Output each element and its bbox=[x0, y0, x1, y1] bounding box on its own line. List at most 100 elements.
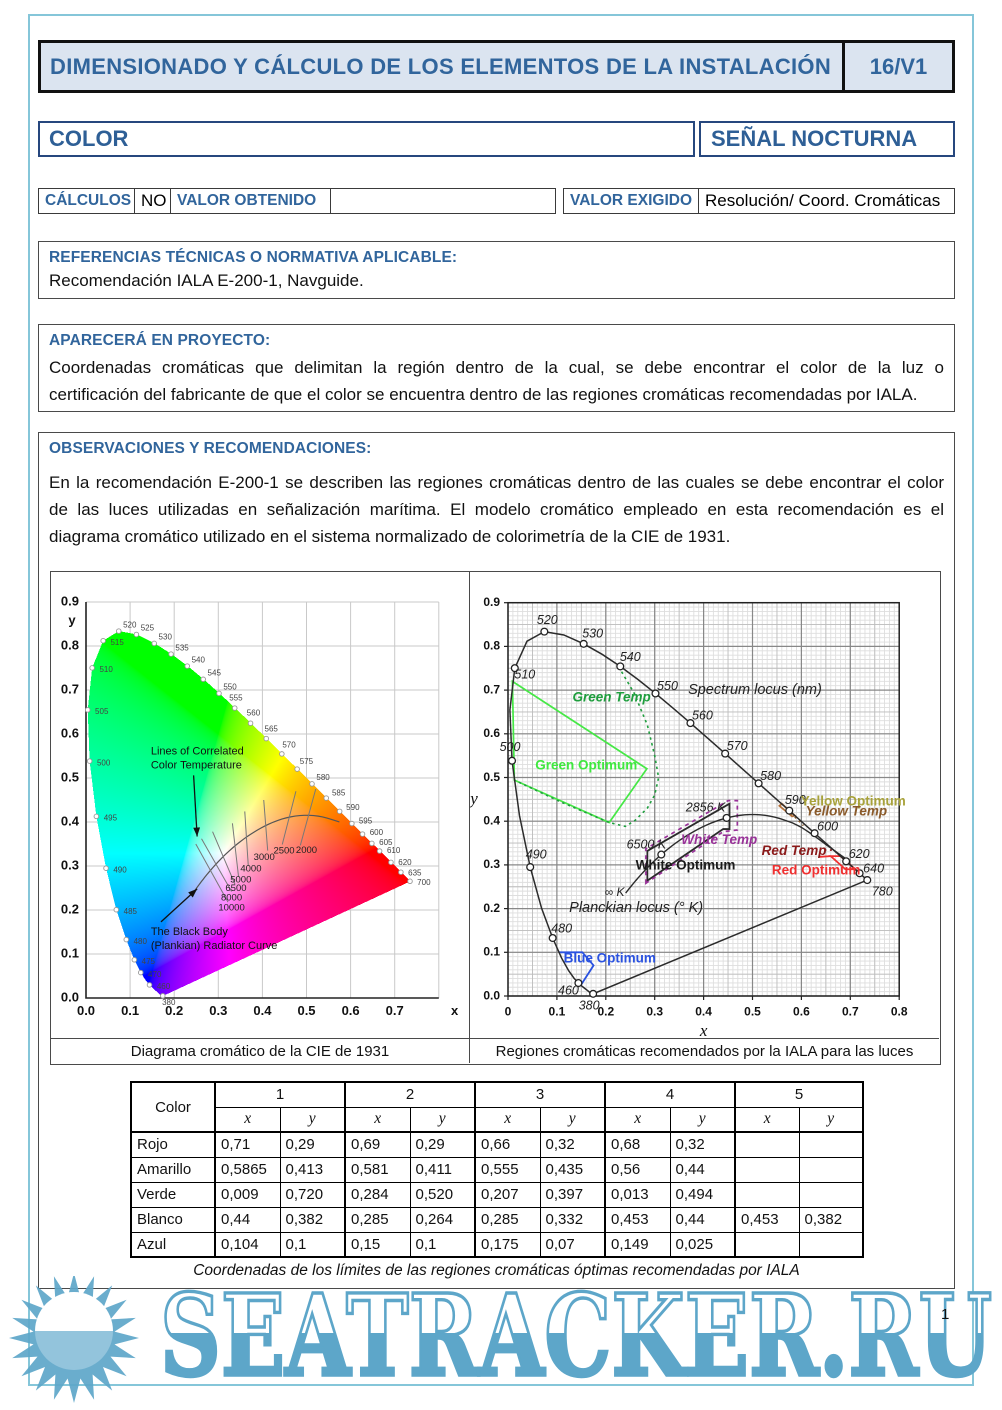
referencias-heading: REFERENCIAS TÉCNICAS O NORMATIVA APLICAB… bbox=[49, 249, 458, 266]
table-sub-header: y bbox=[669, 1106, 736, 1133]
table-cell: 0,382 bbox=[279, 1206, 346, 1233]
table-cell: 0,025 bbox=[669, 1231, 736, 1258]
table-cell: 0,1 bbox=[279, 1231, 346, 1258]
table-cell bbox=[734, 1131, 800, 1158]
table-cell bbox=[798, 1181, 864, 1208]
subheader-senal: SEÑAL NOCTURNA bbox=[699, 121, 955, 157]
figure-captions: Diagrama cromático de la CIE de 1931 Reg… bbox=[51, 1038, 939, 1063]
calc-row: CÁLCULOS NO VALOR OBTENIDO VALOR EXIGIDO… bbox=[38, 188, 955, 214]
table-sub-header: y bbox=[279, 1106, 346, 1133]
table-cell: 0,175 bbox=[474, 1231, 541, 1258]
table-cell: 0,32 bbox=[669, 1131, 736, 1158]
table-cell: 0,69 bbox=[344, 1131, 411, 1158]
section-aparecera: APARECERÁ EN PROYECTO: Coordenadas cromá… bbox=[38, 324, 955, 412]
figure-iala-regions bbox=[469, 572, 940, 1038]
table-cell bbox=[734, 1231, 800, 1258]
paragraph-line: diagrama cromático utilizado en el siste… bbox=[49, 527, 731, 546]
page-title: DIMENSIONADO Y CÁLCULO DE LOS ELEMENTOS … bbox=[50, 53, 832, 79]
table-cell: 0,555 bbox=[474, 1156, 541, 1183]
observaciones-body: En la recomendación E-200-1 se describen… bbox=[49, 469, 944, 550]
header-code: 16/V1 bbox=[842, 43, 952, 90]
table-cell: 0,453 bbox=[734, 1206, 800, 1233]
table-cell: 0,5865 bbox=[214, 1156, 281, 1183]
calculos-label: CÁLCULOS bbox=[45, 192, 132, 209]
table-cell bbox=[734, 1181, 800, 1208]
table-sub-header: y bbox=[798, 1106, 864, 1133]
paragraph-line: certificación del fabricante de que el c… bbox=[49, 385, 918, 404]
figure-caption-left: Diagrama cromático de la CIE de 1931 bbox=[130, 1042, 390, 1060]
document-header: DIMENSIONADO Y CÁLCULO DE LOS ELEMENTOS … bbox=[38, 40, 955, 93]
page-border bbox=[28, 14, 974, 1386]
valor-obtenido-value bbox=[330, 189, 555, 213]
table-cell: 0,1 bbox=[409, 1231, 476, 1258]
table-group-header: 4 bbox=[604, 1081, 736, 1108]
table-row: Rojo 0,71 0,29 0,69 0,29 0,66 0,32 0,68 0,32 bbox=[130, 1131, 864, 1158]
table-row: Verde 0,009 0,720 0,284 0,520 0,207 0,397 0,013… bbox=[130, 1181, 864, 1208]
observaciones-heading: OBSERVACIONES Y RECOMENDACIONES: bbox=[49, 440, 372, 457]
calc-group-right: VALOR EXIGIDO Resolución/ Coord. Cromáti… bbox=[563, 188, 955, 214]
table-sub-header: x bbox=[214, 1106, 281, 1133]
table-row-color: Rojo bbox=[130, 1131, 216, 1158]
valor-obtenido-label: VALOR OBTENIDO bbox=[170, 189, 330, 213]
table-caption: Coordenadas de los límites de las region… bbox=[193, 1262, 800, 1279]
table-cell: 0,207 bbox=[474, 1181, 541, 1208]
table-group-header: 5 bbox=[734, 1081, 864, 1108]
table-cell: 0,494 bbox=[669, 1181, 736, 1208]
table-sub-header: y bbox=[539, 1106, 606, 1133]
paragraph-line: En la recomendación E-200-1 se describen… bbox=[49, 473, 944, 492]
table-row-color: Verde bbox=[130, 1181, 216, 1208]
coordinates-table: Color 1 2 3 4 5 x y x y x y x y x y Rojo 0,71 0,29 0,69 0,2… bbox=[130, 1081, 864, 1258]
table-cell: 0,453 bbox=[604, 1206, 671, 1233]
table-row: Blanco 0,44 0,382 0,285 0,264 0,285 0,332 0,453… bbox=[130, 1206, 864, 1233]
section-referencias: REFERENCIAS TÉCNICAS O NORMATIVA APLICAB… bbox=[38, 241, 955, 299]
table-sub-header: x bbox=[474, 1106, 541, 1133]
table-row-color: Amarillo bbox=[130, 1156, 216, 1183]
table-cell: 0,720 bbox=[279, 1181, 346, 1208]
table-cell: 0,07 bbox=[539, 1231, 606, 1258]
table-cell: 0,56 bbox=[604, 1156, 671, 1183]
figures-panel: Diagrama cromático de la CIE de 1931 Reg… bbox=[50, 571, 941, 1065]
table-cell: 0,520 bbox=[409, 1181, 476, 1208]
table-cell: 0,66 bbox=[474, 1131, 541, 1158]
table-cell: 0,581 bbox=[344, 1156, 411, 1183]
iala-chromaticity-regions-chart bbox=[470, 572, 940, 1038]
table-sub-header: x bbox=[604, 1106, 671, 1133]
subheader-color: COLOR bbox=[38, 121, 695, 157]
section-observaciones: OBSERVACIONES Y RECOMENDACIONES: En la r… bbox=[38, 432, 955, 1289]
table-cell: 0,44 bbox=[214, 1206, 281, 1233]
table-cell: 0,013 bbox=[604, 1181, 671, 1208]
table-cell: 0,149 bbox=[604, 1231, 671, 1258]
table-row: Azul 0,104 0,1 0,15 0,1 0,175 0,07 0,149 0,025 bbox=[130, 1231, 864, 1258]
paragraph-line: Coordenadas cromáticas que delimitan la … bbox=[49, 358, 944, 377]
table-cell: 0,284 bbox=[344, 1181, 411, 1208]
table-cell: 0,413 bbox=[279, 1156, 346, 1183]
table-cell: 0,411 bbox=[409, 1156, 476, 1183]
table-group-header: 2 bbox=[344, 1081, 476, 1108]
cie-1931-chromaticity-chart bbox=[51, 572, 469, 1038]
table-cell bbox=[798, 1131, 864, 1158]
table-corner-label: Color bbox=[130, 1081, 216, 1133]
table-cell: 0,397 bbox=[539, 1181, 606, 1208]
table-row-color: Azul bbox=[130, 1231, 216, 1258]
table-row-color: Blanco bbox=[130, 1206, 216, 1233]
table-cell: 0,15 bbox=[344, 1231, 411, 1258]
table-cell bbox=[798, 1156, 864, 1183]
table-row: Amarillo 0,5865 0,413 0,581 0,411 0,555 0,435 0… bbox=[130, 1156, 864, 1183]
table-header-row-groups: Color 1 2 3 4 5 bbox=[130, 1081, 864, 1133]
table-cell bbox=[734, 1156, 800, 1183]
table-sub-header: y bbox=[409, 1106, 476, 1133]
figure-caption-right: Regiones cromáticas recomendados por la … bbox=[469, 1039, 939, 1063]
calculos-value: NO bbox=[134, 189, 170, 213]
valor-exigido-label: VALOR EXIGIDO bbox=[570, 192, 693, 209]
figure-cie-diagram bbox=[51, 572, 469, 1038]
page-number: 1 bbox=[941, 1306, 950, 1323]
table-cell: 0,435 bbox=[539, 1156, 606, 1183]
table-cell: 0,285 bbox=[344, 1206, 411, 1233]
table-cell: 0,104 bbox=[214, 1231, 281, 1258]
table-cell: 0,382 bbox=[798, 1206, 864, 1233]
table-cell: 0,68 bbox=[604, 1131, 671, 1158]
table-group-header: 3 bbox=[474, 1081, 606, 1108]
table-cell bbox=[798, 1231, 864, 1258]
table-cell: 0,29 bbox=[409, 1131, 476, 1158]
